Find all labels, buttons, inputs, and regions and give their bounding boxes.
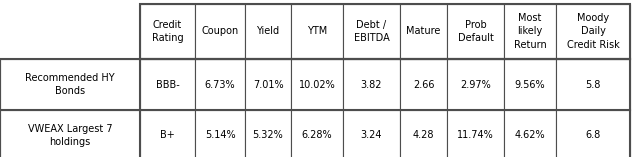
Bar [140, 59, 195, 110]
Text: 9.56%: 9.56% [515, 79, 545, 89]
Text: Debt /
EBITDA: Debt / EBITDA [354, 20, 389, 43]
Bar [140, 4, 630, 59]
Text: Most
likely
Return: Most likely Return [514, 13, 547, 50]
Bar [195, 59, 245, 110]
Bar [447, 4, 504, 59]
Bar [400, 4, 447, 59]
Bar [0, 110, 140, 157]
Bar [400, 59, 447, 110]
Bar [195, 4, 245, 59]
Text: B+: B+ [160, 130, 175, 141]
Bar [556, 4, 630, 59]
Text: 6.73%: 6.73% [205, 79, 236, 89]
Text: 6.28%: 6.28% [301, 130, 332, 141]
Bar [504, 4, 556, 59]
Text: 3.82: 3.82 [361, 79, 382, 89]
Bar [195, 110, 245, 157]
Bar [447, 110, 504, 157]
Text: Yield: Yield [257, 27, 280, 36]
Bar [343, 110, 400, 157]
Text: 3.24: 3.24 [361, 130, 382, 141]
Text: YTM: YTM [307, 27, 327, 36]
Text: 11.74%: 11.74% [457, 130, 494, 141]
Bar [291, 110, 343, 157]
Text: BBB-: BBB- [156, 79, 179, 89]
Bar [343, 59, 400, 110]
Text: Coupon: Coupon [202, 27, 239, 36]
Bar [140, 110, 195, 157]
Text: 10.02%: 10.02% [299, 79, 335, 89]
Text: Moody
Daily
Credit Risk: Moody Daily Credit Risk [566, 13, 620, 50]
Text: Prob
Default: Prob Default [458, 20, 493, 43]
Text: 5.8: 5.8 [586, 79, 601, 89]
Bar [291, 59, 343, 110]
Text: 4.28: 4.28 [413, 130, 435, 141]
Bar [0, 59, 140, 110]
Bar [556, 59, 630, 110]
Bar [291, 4, 343, 59]
Bar [504, 59, 556, 110]
Bar [343, 4, 400, 59]
Text: 5.32%: 5.32% [253, 130, 284, 141]
Bar [245, 4, 291, 59]
Bar [556, 110, 630, 157]
Text: 7.01%: 7.01% [253, 79, 284, 89]
Bar [140, 4, 195, 59]
Bar [447, 59, 504, 110]
Text: Credit
Rating: Credit Rating [152, 20, 183, 43]
Bar [504, 110, 556, 157]
Bar [245, 110, 291, 157]
Text: Mature: Mature [406, 27, 441, 36]
Text: VWEAX Largest 7
holdings: VWEAX Largest 7 holdings [28, 124, 112, 147]
Text: 6.8: 6.8 [586, 130, 600, 141]
Bar [0, 59, 630, 157]
Bar [245, 59, 291, 110]
Text: Recommended HY
Bonds: Recommended HY Bonds [25, 73, 115, 96]
Text: 5.14%: 5.14% [205, 130, 236, 141]
Text: 2.66: 2.66 [413, 79, 435, 89]
Text: 2.97%: 2.97% [460, 79, 491, 89]
Bar [400, 110, 447, 157]
Text: 4.62%: 4.62% [515, 130, 545, 141]
